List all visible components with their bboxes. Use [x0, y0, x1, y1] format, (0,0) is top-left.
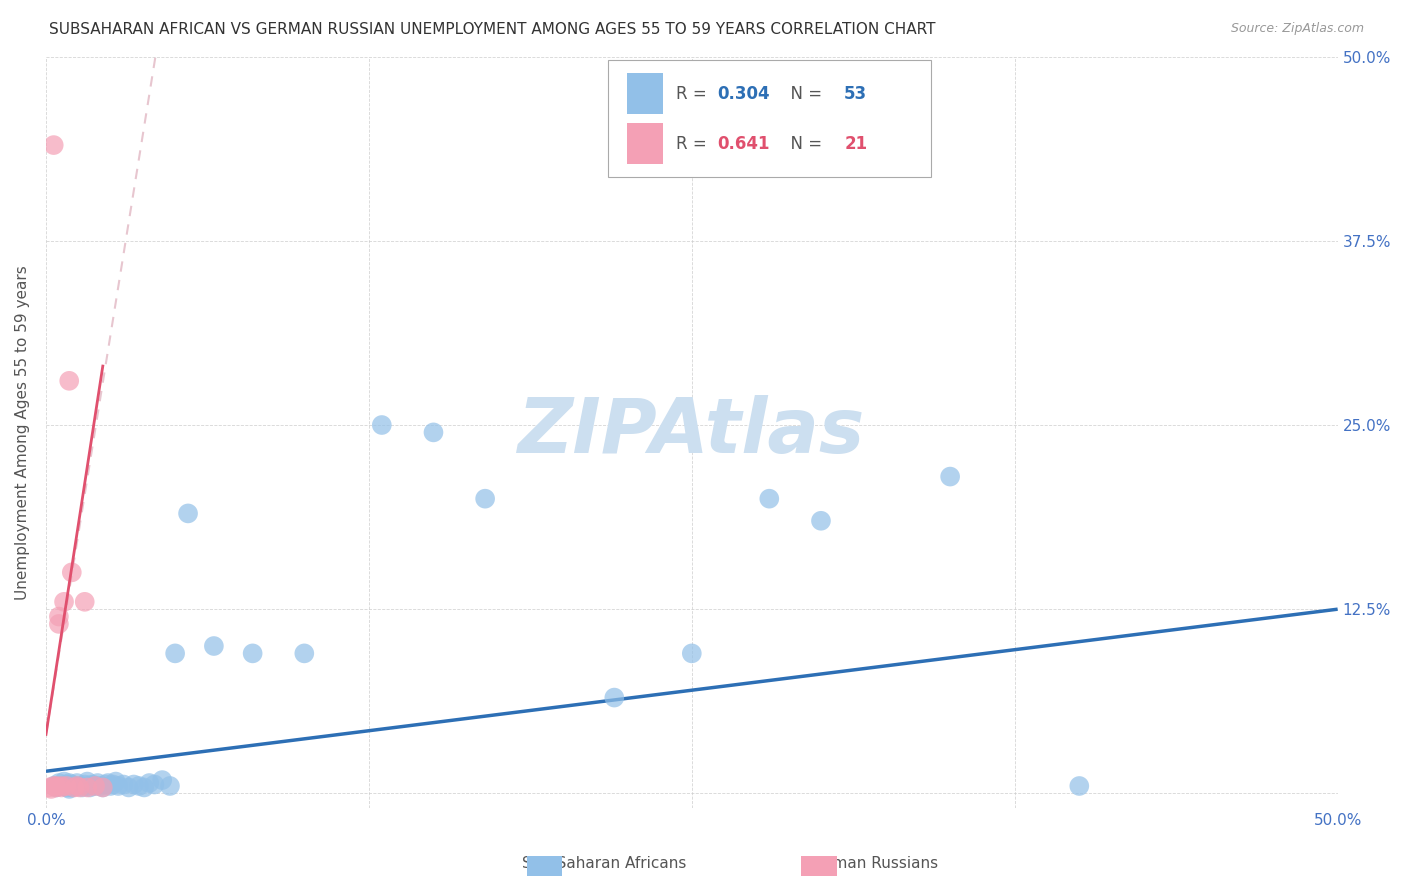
Point — [48, 776, 70, 790]
Point — [63, 780, 86, 795]
Point — [94, 777, 117, 791]
Point — [143, 777, 166, 791]
Point — [45, 779, 67, 793]
Point — [53, 595, 76, 609]
Point — [371, 417, 394, 432]
Point — [66, 776, 89, 790]
Point — [45, 780, 67, 795]
Text: Source: ZipAtlas.com: Source: ZipAtlas.com — [1230, 22, 1364, 36]
Point — [42, 779, 65, 793]
Point — [138, 776, 160, 790]
Point — [202, 639, 225, 653]
Point — [60, 777, 83, 791]
Point — [681, 646, 703, 660]
Point — [48, 616, 70, 631]
Text: R =: R = — [676, 135, 713, 153]
Text: 53: 53 — [844, 85, 868, 103]
Point — [122, 777, 145, 791]
Point — [86, 776, 108, 790]
Point — [48, 609, 70, 624]
Point — [104, 774, 127, 789]
Point — [242, 646, 264, 660]
Point — [758, 491, 780, 506]
Point — [91, 780, 114, 795]
Point — [292, 646, 315, 660]
Point — [76, 779, 98, 793]
Point — [63, 779, 86, 793]
Point — [66, 779, 89, 793]
Point — [107, 779, 129, 793]
Point — [55, 780, 77, 795]
Point — [100, 779, 122, 793]
Bar — [627, 123, 664, 164]
Text: ZIPAtlas: ZIPAtlas — [519, 395, 866, 469]
Point — [60, 780, 83, 795]
Point — [76, 780, 98, 795]
Text: 0.641: 0.641 — [717, 135, 770, 153]
Text: Sub-Saharan Africans: Sub-Saharan Africans — [523, 856, 686, 871]
Point — [84, 779, 107, 793]
Point — [117, 780, 139, 795]
Point — [51, 780, 73, 795]
Point — [42, 779, 65, 793]
Point — [58, 781, 80, 796]
Point — [97, 776, 120, 790]
Point — [76, 774, 98, 789]
Point — [73, 595, 96, 609]
Point — [177, 507, 200, 521]
Point — [84, 779, 107, 793]
Point — [165, 646, 187, 660]
Bar — [627, 73, 664, 114]
Point — [112, 777, 135, 791]
Point — [58, 776, 80, 790]
Text: N =: N = — [780, 85, 827, 103]
Point — [939, 469, 962, 483]
Point — [70, 780, 93, 795]
Point — [69, 779, 91, 793]
Text: SUBSAHARAN AFRICAN VS GERMAN RUSSIAN UNEMPLOYMENT AMONG AGES 55 TO 59 YEARS CORR: SUBSAHARAN AFRICAN VS GERMAN RUSSIAN UNE… — [49, 22, 936, 37]
Point — [42, 138, 65, 153]
Point — [422, 425, 444, 440]
Point — [1069, 779, 1091, 793]
Point — [51, 779, 73, 793]
Text: N =: N = — [780, 135, 827, 153]
Point — [134, 780, 156, 795]
Point — [55, 779, 77, 793]
Text: German Russians: German Russians — [806, 856, 938, 871]
Point — [128, 779, 150, 793]
Point — [82, 777, 104, 791]
Point — [101, 777, 124, 791]
Point — [45, 780, 67, 795]
Point — [150, 773, 173, 788]
Point — [60, 566, 83, 580]
Text: 21: 21 — [844, 135, 868, 153]
Point — [89, 779, 111, 793]
Point — [810, 514, 832, 528]
Point — [51, 779, 73, 793]
Point — [69, 780, 91, 795]
Point — [91, 780, 114, 795]
Point — [159, 779, 181, 793]
Text: 0.304: 0.304 — [717, 85, 770, 103]
Point — [474, 491, 496, 506]
Point — [55, 777, 77, 791]
FancyBboxPatch shape — [607, 61, 931, 177]
Point — [53, 774, 76, 789]
Text: R =: R = — [676, 85, 713, 103]
Point — [79, 780, 101, 795]
Y-axis label: Unemployment Among Ages 55 to 59 years: Unemployment Among Ages 55 to 59 years — [15, 265, 30, 599]
Point — [603, 690, 626, 705]
Point — [73, 777, 96, 791]
Point — [38, 780, 60, 795]
Point — [39, 781, 62, 796]
Point — [58, 374, 80, 388]
